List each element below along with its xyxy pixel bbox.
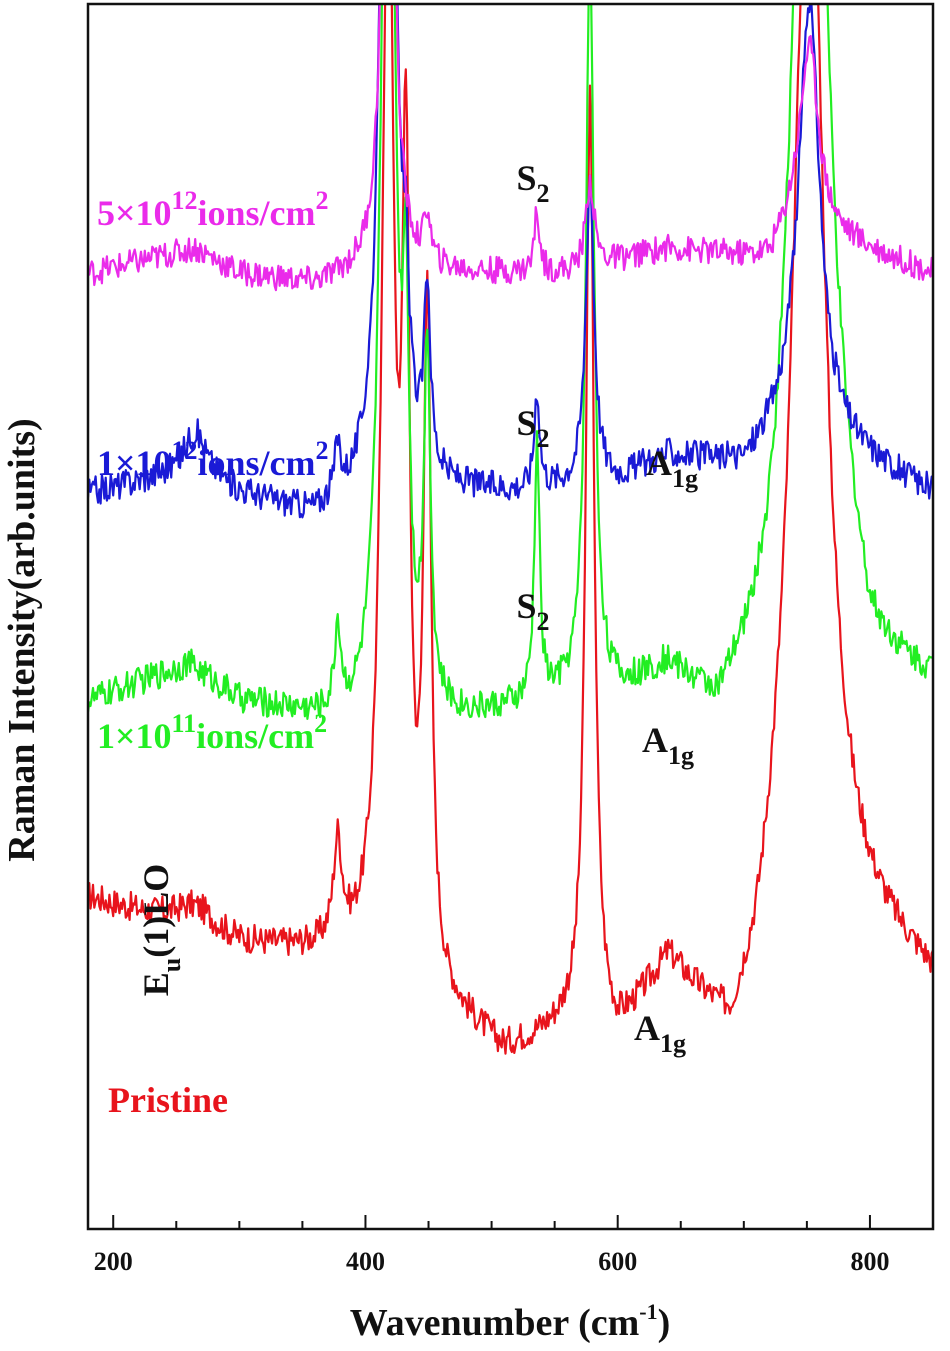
annotation-label: S2 (516, 158, 549, 208)
annotation-label: 5×1012ions/cm2 (97, 186, 329, 233)
annotation-label: A1g (634, 1008, 686, 1058)
series-layer (88, 4, 933, 1055)
x-tick-label: 200 (94, 1247, 133, 1276)
annotation-label: A1g (642, 720, 694, 770)
x-axis-title-sup: -1 (639, 1299, 657, 1324)
y-axis-title: Raman Intensity(arb.units) (1, 418, 43, 861)
series-line (88, 4, 933, 1055)
plot-frame (86, 2, 935, 1231)
annotation-layer: Pristine 1×1011ions/cm2 1×1012ions/cm2 5×10… (97, 158, 698, 1120)
series-line (88, 4, 933, 720)
x-tick-label: 600 (598, 1247, 637, 1276)
annotation-label: Eu(1)LO (136, 864, 186, 996)
annotation-label: 1×1011ions/cm2 (97, 709, 327, 756)
series-line (88, 4, 933, 292)
x-tick-label: 400 (346, 1247, 385, 1276)
annotation-label: S2 (516, 403, 549, 453)
x-tick-label: 800 (850, 1247, 889, 1276)
annotation-label: 1×1012ions/cm2 (97, 436, 329, 483)
series-line (88, 4, 933, 519)
annotation-label: S2 (516, 586, 549, 636)
x-axis-ticks: 200 400 600 800 (94, 1215, 889, 1276)
x-axis-title: Wavenumber (cm-1) (350, 1299, 671, 1344)
annotation-label: Pristine (108, 1080, 228, 1120)
annotation-label: A1g (646, 443, 698, 493)
